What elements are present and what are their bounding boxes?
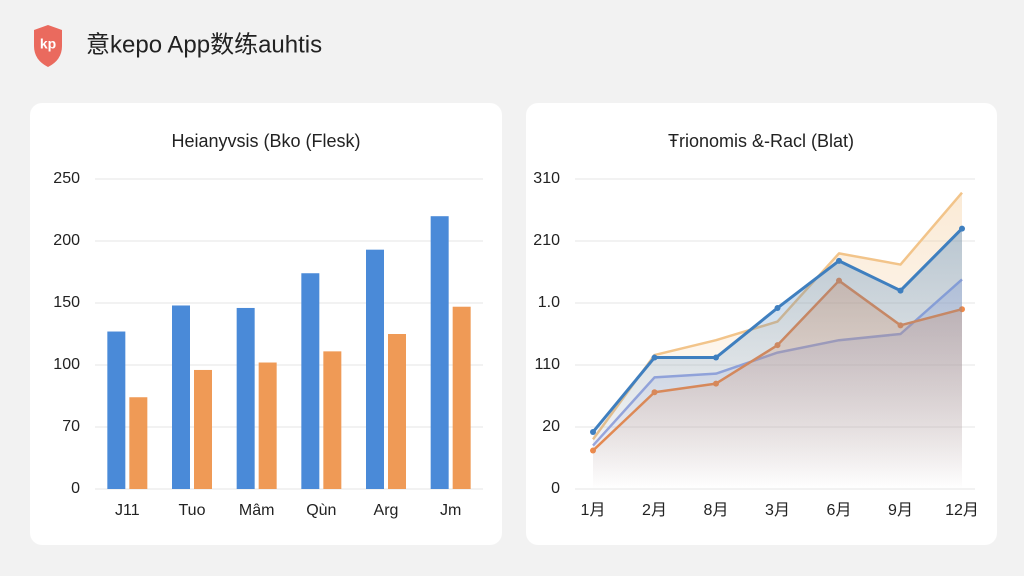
bar [172, 305, 190, 489]
x-tick-label: Mâm [239, 502, 275, 519]
chart-title: Ŧrionomis &-Racl (Blat) [668, 131, 854, 151]
point [897, 287, 904, 294]
point [713, 354, 719, 361]
bar [107, 331, 126, 489]
y-tick-label: 20 [542, 418, 560, 435]
y-tick-label: 150 [53, 294, 80, 311]
bar [388, 334, 406, 489]
x-tick-label: 3月 [765, 502, 790, 519]
bar [194, 369, 212, 489]
x-tick-label: 8月 [704, 502, 729, 519]
app-title: 意kepo App数练auhtis [86, 31, 322, 58]
point [651, 354, 658, 361]
y-tick-label: 70 [62, 418, 80, 435]
bar [236, 307, 255, 489]
bar [323, 351, 342, 489]
chart-title: Heianyvsis (Bko (Flesk) [171, 131, 360, 151]
y-tick-label: 0 [551, 480, 560, 497]
x-tick-label: 12月 [945, 502, 979, 519]
y-tick-label: 310 [533, 170, 560, 187]
bar [301, 273, 320, 489]
bar [366, 249, 384, 489]
logo-glyph: kp [40, 36, 56, 52]
point [774, 304, 781, 311]
x-tick-label: Arg [374, 502, 399, 519]
logo [34, 25, 62, 67]
bar [129, 397, 148, 489]
x-tick-label: Jm [440, 502, 461, 519]
area [593, 228, 962, 489]
x-tick-label: 6月 [827, 502, 852, 519]
x-tick-label: Qùn [306, 502, 336, 519]
x-tick-label: J11 [115, 502, 140, 519]
bar [452, 306, 471, 489]
y-tick-label: 200 [53, 232, 80, 249]
y-tick-label: 0 [71, 480, 80, 497]
point [836, 257, 842, 264]
y-tick-label: 1.0 [538, 294, 560, 311]
y-tick-label: 110 [534, 356, 560, 373]
point [590, 428, 596, 435]
bar [258, 362, 277, 489]
y-tick-label: 250 [53, 170, 80, 187]
x-tick-label: 2月 [642, 502, 667, 519]
y-tick-label: 210 [533, 232, 560, 249]
x-tick-label: 1月 [581, 502, 606, 519]
point [959, 225, 965, 232]
x-tick-label: Tuo [179, 502, 206, 519]
bar [430, 216, 449, 489]
x-tick-label: 9月 [888, 502, 913, 519]
y-tick-label: 100 [53, 356, 80, 373]
